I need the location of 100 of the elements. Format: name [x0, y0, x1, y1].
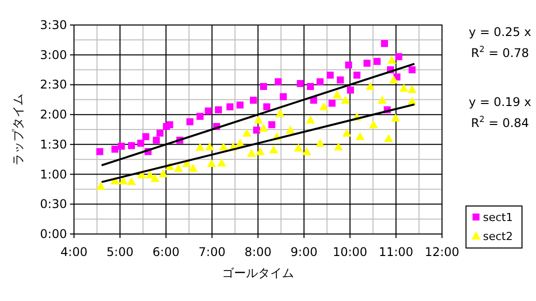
x-tick-label: 12:00: [424, 245, 460, 259]
point: [395, 53, 402, 60]
point: [399, 84, 408, 92]
point: [96, 148, 104, 156]
y-tick-label: 3:00: [40, 48, 67, 62]
point: [158, 169, 168, 178]
point: [263, 103, 270, 110]
y-tick-label: 0:30: [40, 197, 67, 212]
point: [260, 83, 268, 90]
point: [364, 60, 371, 67]
point: [137, 140, 144, 147]
point: [342, 128, 352, 137]
x-tick-label: 10:00: [332, 245, 368, 259]
point: [408, 66, 416, 74]
point: [316, 78, 324, 86]
point: [276, 108, 285, 117]
point: [381, 40, 388, 48]
x-tick-label: 5:00: [106, 245, 134, 259]
point: [345, 62, 352, 69]
text: y = 0.19 x: [468, 95, 532, 109]
point: [306, 83, 314, 90]
text: R$^{2}$ = 0.84: [470, 114, 530, 130]
legend-label: sect1: [483, 211, 513, 224]
point: [391, 114, 400, 122]
point: [207, 159, 216, 168]
point: [340, 96, 350, 104]
point: [374, 58, 381, 65]
point: [387, 56, 396, 64]
legend-label: sect2: [483, 230, 513, 243]
point: [254, 115, 263, 124]
point: [336, 76, 344, 84]
point: [145, 170, 154, 178]
point: [319, 102, 328, 110]
point: [259, 124, 268, 132]
text: R$^{2}$ = 0.78: [470, 44, 530, 60]
point: [226, 103, 234, 110]
x-tick-label: 7:00: [198, 245, 226, 259]
point: [242, 128, 252, 137]
point: [378, 96, 387, 104]
point: [389, 75, 398, 84]
point: [150, 174, 160, 182]
point: [302, 147, 312, 156]
x-tick-label: 6:00: [152, 245, 180, 259]
point: [269, 145, 278, 154]
point: [204, 107, 212, 114]
point: [296, 80, 304, 88]
text: y = 0.25 x: [468, 25, 532, 39]
point: [96, 182, 106, 190]
point: [186, 118, 194, 126]
point: [286, 126, 295, 134]
point: [256, 147, 265, 156]
point: [236, 138, 245, 147]
point: [128, 142, 135, 150]
point: [166, 121, 174, 128]
point: [142, 133, 150, 140]
y-tick-label: 2:00: [40, 108, 67, 122]
point: [326, 72, 334, 79]
point: [334, 142, 343, 150]
point: [111, 146, 118, 153]
point: [268, 121, 276, 128]
point: [152, 136, 160, 144]
point: [219, 142, 228, 150]
y-tick-label: 0:00: [40, 227, 67, 241]
point: [332, 90, 342, 98]
x-tick-label: 11:00: [378, 245, 414, 259]
point: [280, 93, 287, 100]
point: [384, 134, 394, 142]
point: [196, 142, 205, 151]
point: [250, 96, 257, 104]
point: [196, 112, 204, 120]
y-axis-title: ラップタイム: [11, 94, 25, 166]
point: [247, 148, 256, 157]
point: [356, 132, 365, 140]
point: [368, 120, 378, 128]
x-tick-label: 8:00: [244, 245, 272, 259]
point: [306, 115, 315, 124]
y-tick-label: 1:30: [40, 137, 67, 152]
point: [316, 138, 325, 147]
y-tick-label: 2:30: [40, 78, 67, 92]
x-tick-label: 4:00: [60, 245, 88, 259]
x-axis-title: ゴールタイム: [222, 266, 294, 280]
point: [127, 176, 136, 185]
point: [253, 126, 260, 134]
point: [174, 164, 183, 172]
point: [188, 164, 198, 172]
point: [205, 142, 214, 150]
y-tick-label: 1:00: [40, 167, 67, 182]
point: [366, 82, 375, 90]
point: [274, 78, 282, 86]
point: [156, 130, 164, 137]
point: [214, 106, 222, 114]
point: [346, 86, 354, 94]
point: [353, 72, 360, 79]
point: [217, 158, 226, 166]
point: [328, 100, 336, 107]
point: [118, 142, 125, 150]
point: [236, 102, 244, 109]
y-tick-label: 3:30: [40, 18, 67, 32]
point: [408, 84, 417, 93]
x-tick-label: 9:00: [290, 245, 318, 259]
